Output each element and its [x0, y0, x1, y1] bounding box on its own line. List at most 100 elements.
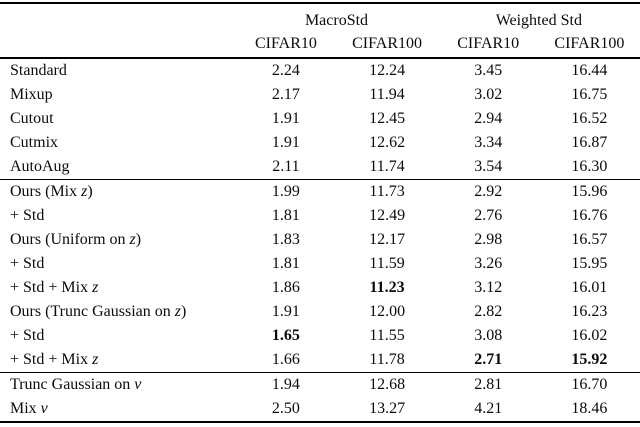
value-cell: 3.34 [474, 134, 503, 151]
value-cell: 11.73 [369, 183, 405, 200]
value-cell: 2.11 [272, 158, 300, 175]
value-cell: 3.02 [474, 86, 503, 103]
section-baselines: Standard 2.24 12.24 3.45 16.44 Mixup 2.1… [0, 58, 640, 180]
value-cell: 11.59 [369, 255, 405, 272]
column-header: CIFAR100 [352, 35, 423, 52]
value-cell: 2.94 [474, 110, 503, 127]
col-group-weighted-std: Weighted Std [495, 12, 582, 29]
table-row: + Std 1.81 11.59 3.26 15.95 [0, 252, 640, 276]
value-cell: 12.49 [369, 207, 406, 224]
row-label: Mixup [0, 83, 235, 107]
row-label-text: Ours (Trunc Gaussian on [10, 303, 175, 320]
value-cell: 1.66 [271, 351, 300, 368]
row-label: Ours (Uniform on z) [0, 228, 235, 252]
value-cell: 16.57 [571, 231, 608, 248]
value-cell-best: 15.92 [571, 351, 608, 368]
table-row: Ours (Trunc Gaussian on z) 1.91 12.00 2.… [0, 300, 640, 324]
row-label: AutoAug [0, 155, 235, 180]
table-header: MacroStd Weighted Std CIFAR10 CIFAR100 C… [0, 3, 640, 58]
row-label: + Std [0, 324, 235, 348]
column-header: CIFAR10 [457, 35, 520, 52]
row-label-text: Ours (Mix [10, 183, 82, 200]
row-label-text: + Std [10, 207, 45, 224]
value-cell: 1.81 [271, 207, 300, 224]
table-row: + Std 1.81 12.49 2.76 16.76 [0, 204, 640, 228]
table-row: Cutmix 1.91 12.62 3.34 16.87 [0, 131, 640, 155]
row-label-suffix: ) [135, 231, 142, 248]
value-cell: 15.96 [571, 183, 608, 200]
row-label-suffix: ) [87, 183, 93, 200]
row-label-text: Cutout [10, 110, 54, 127]
value-cell: 2.76 [474, 207, 503, 224]
row-label-text: Standard [10, 62, 67, 79]
row-label: + Std [0, 204, 235, 228]
value-cell: 2.92 [474, 183, 503, 200]
row-label: Standard [0, 58, 235, 83]
value-cell: 16.52 [571, 110, 608, 127]
row-label-text: AutoAug [10, 158, 70, 175]
row-label-text: + Std [10, 255, 45, 272]
value-cell: 1.81 [271, 255, 300, 272]
row-label: Ours (Mix z) [0, 180, 235, 205]
row-label: Mix ν [0, 397, 235, 422]
row-label-text: Trunc Gaussian on [10, 376, 135, 393]
table-row: Mixup 2.17 11.94 3.02 16.75 [0, 83, 640, 107]
value-cell: 16.76 [571, 207, 608, 224]
value-cell: 11.74 [369, 158, 405, 175]
row-label-text: + Std + Mix [10, 351, 93, 368]
value-cell: 11.94 [369, 86, 405, 103]
row-label-text: + Std [10, 327, 45, 344]
value-cell: 12.17 [369, 231, 406, 248]
value-cell: 16.23 [571, 303, 608, 320]
value-cell: 16.75 [571, 86, 608, 103]
table-row: Ours (Mix z) 1.99 11.73 2.92 15.96 [0, 180, 640, 205]
math-symbol: z [92, 351, 99, 368]
math-symbol: z [81, 183, 88, 200]
table-row: Mix ν 2.50 13.27 4.21 18.46 [0, 397, 640, 422]
value-cell: 2.17 [271, 86, 300, 103]
table-row: Standard 2.24 12.24 3.45 16.44 [0, 58, 640, 83]
value-cell: 16.30 [571, 158, 608, 175]
table-row: + Std + Mix z 1.86 11.23 3.12 16.01 [0, 276, 640, 300]
section-ours: Ours (Mix z) 1.99 11.73 2.92 15.96 + Std… [0, 179, 640, 373]
table-row: Trunc Gaussian on ν 1.94 12.68 2.81 16.7… [0, 373, 640, 398]
value-cell: 3.08 [474, 327, 503, 344]
row-label: + Std [0, 252, 235, 276]
value-cell: 2.24 [271, 62, 300, 79]
value-cell: 4.21 [474, 400, 503, 417]
value-cell: 2.50 [271, 400, 300, 417]
value-cell: 16.44 [571, 62, 608, 79]
value-cell: 1.91 [271, 303, 300, 320]
row-label: Cutmix [0, 131, 235, 155]
math-symbol: z [174, 303, 181, 320]
column-header: CIFAR10 [254, 35, 317, 52]
table-row: + Std 1.65 11.55 3.08 16.02 [0, 324, 640, 348]
value-cell: 1.94 [271, 376, 300, 393]
table-row: Cutout 1.91 12.45 2.94 16.52 [0, 107, 640, 131]
row-label: Trunc Gaussian on ν [0, 373, 235, 398]
value-cell: 12.68 [369, 376, 406, 393]
value-cell: 3.12 [474, 279, 503, 296]
math-symbol: ν [134, 376, 142, 393]
row-label-suffix: ) [180, 303, 187, 320]
value-cell: 1.91 [271, 110, 300, 127]
row-label-text: Cutmix [10, 134, 59, 151]
math-symbol: ν [40, 400, 48, 417]
value-cell: 2.82 [474, 303, 503, 320]
row-label: Cutout [0, 107, 235, 131]
value-cell-best: 11.23 [369, 279, 405, 296]
column-header-row: CIFAR10 CIFAR100 CIFAR10 CIFAR100 [0, 31, 640, 58]
value-cell: 3.26 [474, 255, 503, 272]
value-cell: 12.62 [369, 134, 406, 151]
column-header: CIFAR100 [554, 35, 625, 52]
row-label: Ours (Trunc Gaussian on z) [0, 300, 235, 324]
table-row: + Std + Mix z 1.66 11.78 2.71 15.92 [0, 348, 640, 373]
section-ablations: Trunc Gaussian on ν 1.94 12.68 2.81 16.7… [0, 372, 640, 423]
value-cell: 1.91 [271, 134, 300, 151]
value-cell: 16.87 [571, 134, 608, 151]
row-label-text: Ours (Uniform on [10, 231, 130, 248]
value-cell: 12.45 [369, 110, 406, 127]
row-label-text: Mix [10, 400, 41, 417]
